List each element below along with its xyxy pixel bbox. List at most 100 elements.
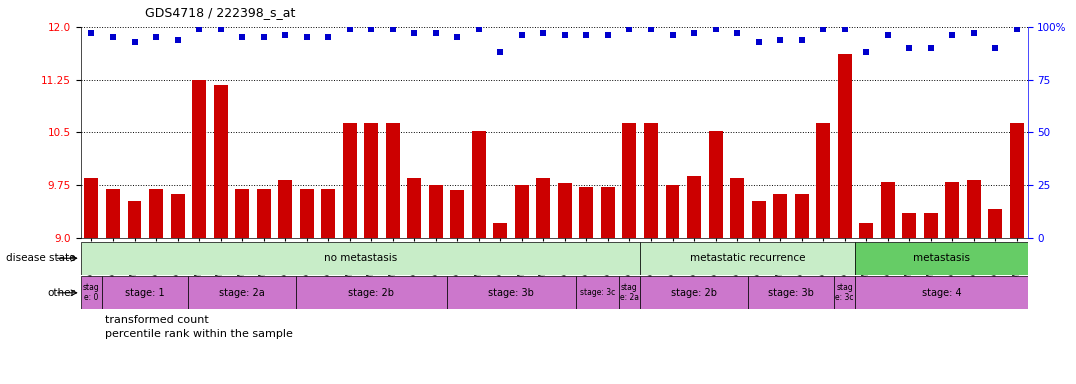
- Point: [707, 26, 724, 32]
- Bar: [880, 182, 894, 238]
- Bar: [773, 194, 788, 238]
- Bar: [514, 185, 528, 238]
- Bar: [640, 276, 748, 309]
- Bar: [579, 187, 594, 238]
- Point: [578, 32, 595, 38]
- Point: [965, 30, 982, 36]
- Bar: [859, 223, 873, 238]
- Point: [298, 34, 315, 40]
- Point: [879, 32, 896, 38]
- Bar: [322, 189, 336, 238]
- Bar: [730, 178, 744, 238]
- Point: [384, 26, 401, 32]
- Point: [147, 34, 165, 40]
- Bar: [296, 276, 447, 309]
- Point: [513, 32, 530, 38]
- Point: [664, 32, 681, 38]
- Bar: [192, 80, 207, 238]
- Bar: [407, 177, 421, 238]
- Bar: [256, 189, 270, 238]
- Point: [987, 45, 1004, 51]
- Point: [492, 49, 509, 55]
- Bar: [622, 123, 636, 238]
- Bar: [902, 214, 916, 238]
- Point: [190, 26, 208, 32]
- Text: GDS4718 / 222398_s_at: GDS4718 / 222398_s_at: [145, 6, 296, 19]
- Text: stag
e: 3c: stag e: 3c: [835, 283, 854, 303]
- Bar: [966, 180, 980, 238]
- Point: [556, 32, 574, 38]
- Point: [642, 26, 660, 32]
- Text: stage: 3b: stage: 3b: [489, 288, 534, 298]
- Bar: [471, 131, 485, 238]
- Bar: [127, 201, 142, 238]
- Point: [793, 36, 810, 43]
- Point: [126, 39, 143, 45]
- Bar: [708, 131, 723, 238]
- Bar: [837, 54, 851, 238]
- Text: stag
e: 2a: stag e: 2a: [620, 283, 639, 303]
- Bar: [688, 176, 702, 238]
- Point: [427, 30, 444, 36]
- Bar: [213, 84, 228, 238]
- Text: metastatic recurrence: metastatic recurrence: [690, 253, 806, 263]
- Point: [944, 32, 961, 38]
- Point: [922, 45, 939, 51]
- Point: [470, 26, 487, 32]
- Bar: [299, 189, 314, 238]
- Point: [858, 49, 875, 55]
- Text: metastasis: metastasis: [914, 253, 969, 263]
- Bar: [855, 242, 1028, 275]
- Bar: [451, 190, 464, 238]
- Bar: [102, 276, 188, 309]
- Bar: [751, 201, 765, 238]
- Bar: [619, 276, 640, 309]
- Point: [836, 26, 853, 32]
- Text: stag
e: 0: stag e: 0: [83, 283, 100, 303]
- Point: [320, 34, 337, 40]
- Point: [815, 26, 832, 32]
- Text: percentile rank within the sample: percentile rank within the sample: [104, 329, 293, 339]
- Point: [535, 30, 552, 36]
- Bar: [748, 276, 834, 309]
- Bar: [834, 276, 855, 309]
- Bar: [105, 189, 121, 238]
- Bar: [536, 178, 550, 238]
- Point: [750, 39, 767, 45]
- Text: stage: 2a: stage: 2a: [220, 288, 265, 298]
- Bar: [576, 276, 619, 309]
- Bar: [235, 189, 249, 238]
- Bar: [794, 194, 808, 238]
- Point: [83, 30, 100, 36]
- Text: stage: 1: stage: 1: [126, 288, 165, 298]
- Point: [449, 34, 466, 40]
- Point: [621, 26, 638, 32]
- Text: disease state: disease state: [5, 253, 75, 263]
- Text: stage: 3c: stage: 3c: [580, 288, 614, 297]
- Bar: [855, 276, 1028, 309]
- Point: [406, 30, 423, 36]
- Bar: [493, 223, 507, 238]
- Bar: [188, 276, 296, 309]
- Point: [341, 26, 358, 32]
- Point: [212, 26, 229, 32]
- Bar: [84, 178, 99, 238]
- Bar: [428, 185, 443, 238]
- Point: [363, 26, 380, 32]
- Text: transformed count: transformed count: [104, 315, 209, 325]
- Bar: [385, 123, 399, 238]
- Text: no metastasis: no metastasis: [324, 253, 397, 263]
- Bar: [81, 242, 640, 275]
- Bar: [148, 189, 164, 238]
- Point: [169, 36, 186, 43]
- Bar: [447, 276, 576, 309]
- Text: other: other: [47, 288, 75, 298]
- Bar: [945, 182, 959, 238]
- Text: stage: 4: stage: 4: [922, 288, 961, 298]
- Point: [1008, 26, 1025, 32]
- Point: [104, 34, 122, 40]
- Point: [599, 32, 617, 38]
- Bar: [988, 209, 1002, 238]
- Point: [771, 36, 789, 43]
- Point: [685, 30, 703, 36]
